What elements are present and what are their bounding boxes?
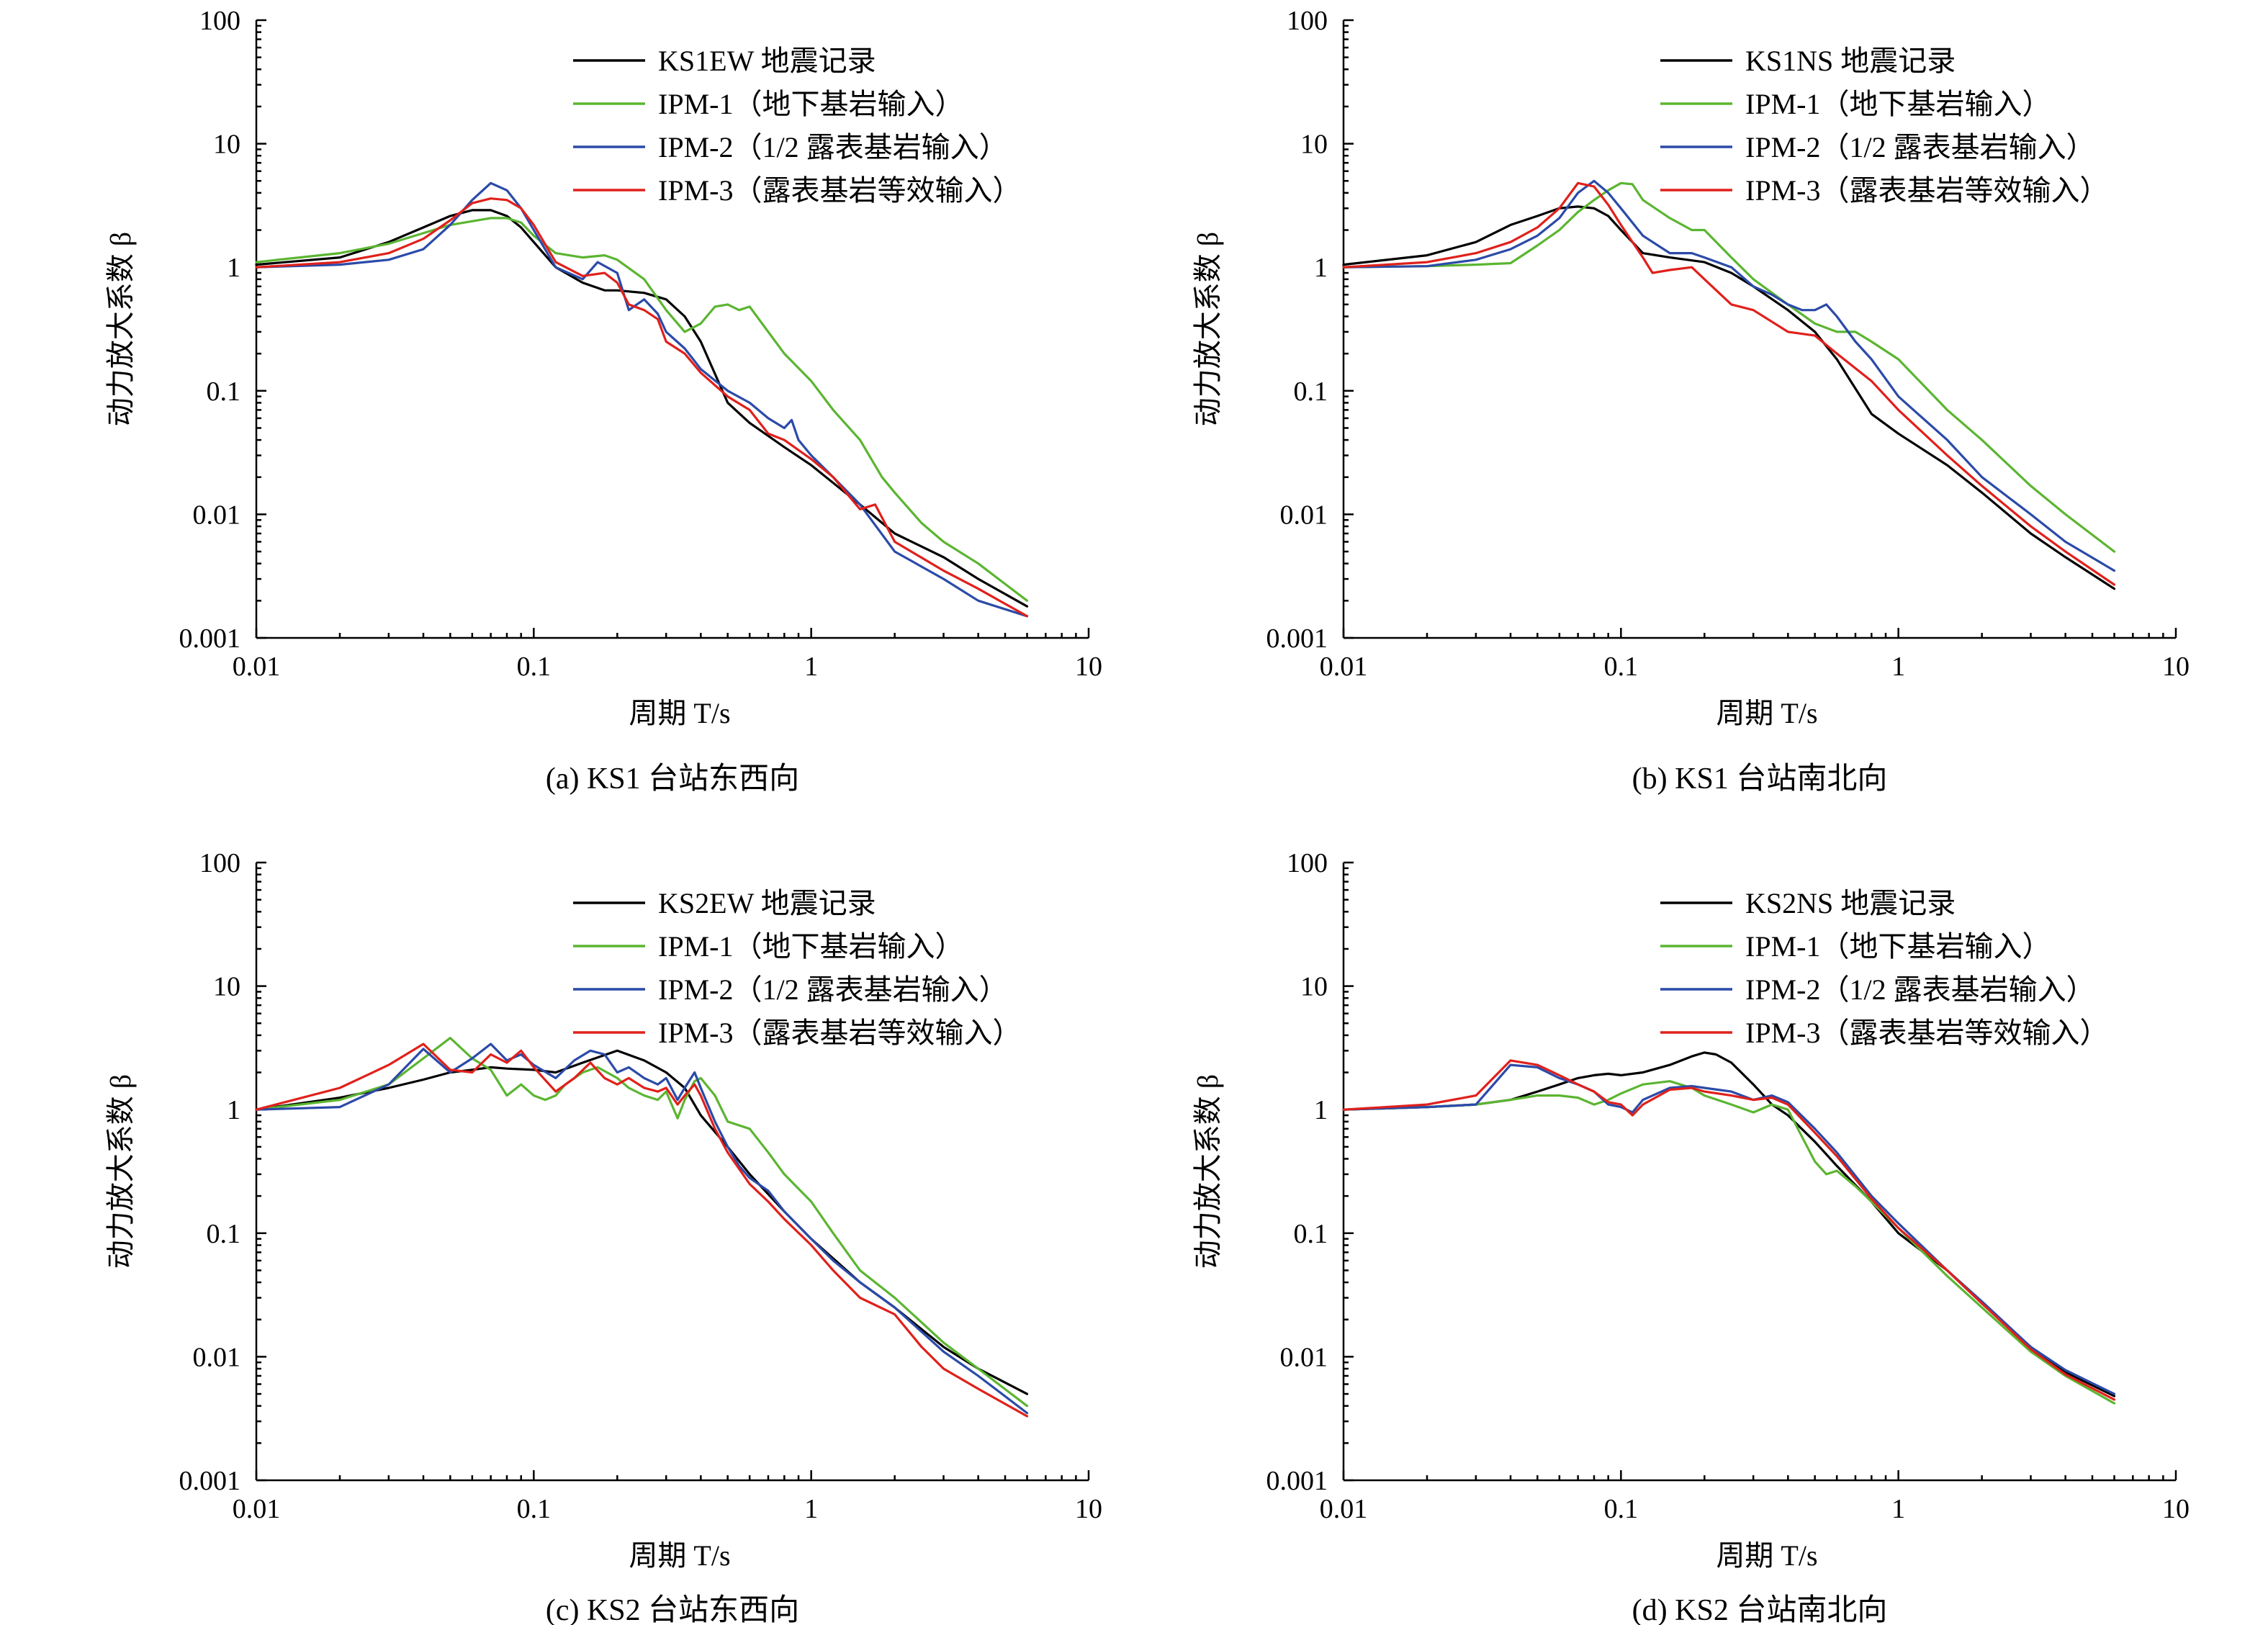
legend-label: KS2NS 地震记录 (1745, 887, 1956, 919)
y-tick-label: 100 (199, 848, 240, 878)
series-line-3 (1342, 181, 2116, 586)
x-tick-label: 0.1 (1604, 1494, 1639, 1524)
series-line-2 (255, 1043, 1029, 1415)
legend-label: IPM-2（1/2 露表基岩输入） (1745, 973, 2095, 1006)
legend-label: KS1NS 地震记录 (1745, 45, 1956, 77)
y-tick-label: 0.01 (1280, 500, 1328, 530)
y-tick-label: 0.001 (179, 1466, 241, 1496)
x-tick-label: 0.01 (1320, 652, 1368, 682)
series-line-0 (255, 1049, 1029, 1395)
panel-caption: (b) KS1 台站南北向 (1632, 762, 1888, 796)
y-tick-label: 10 (1300, 130, 1328, 160)
series-line-0 (255, 209, 1029, 608)
legend: KS1NS 地震记录 IPM-1（地下基岩输入） IPM-2（1/2 露表基岩输入）… (1660, 45, 2108, 207)
legend-label: IPM-3（露表基岩等效输入） (1745, 174, 2108, 207)
y-tick-label: 1 (1314, 253, 1328, 283)
x-axis-title: 周期 T/s (1716, 1539, 1817, 1572)
x-tick-label: 0.01 (233, 1494, 281, 1524)
legend-label: IPM-3（露表基岩等效输入） (658, 1017, 1021, 1049)
legend-label: IPM-2（1/2 露表基岩输入） (658, 973, 1008, 1006)
series-line-1 (1342, 181, 2116, 553)
series-line-1 (255, 217, 1029, 602)
y-tick-label: 100 (199, 6, 240, 36)
legend-label: IPM-1（地下基岩输入） (658, 88, 963, 120)
y-tick-label: 1 (227, 1095, 240, 1125)
series-line-3 (255, 1043, 1029, 1418)
y-tick-label: 1 (1314, 1095, 1328, 1125)
panel-caption: (d) KS2 台站南北向 (1632, 1594, 1888, 1625)
x-axis-title: 周期 T/s (629, 1539, 730, 1572)
x-tick-label: 0.1 (517, 1494, 552, 1524)
y-axis-title: 动力放大系数 β (104, 232, 137, 426)
legend-label: IPM-2（1/2 露表基岩输入） (658, 131, 1008, 163)
series-line-3 (255, 197, 1029, 618)
legend: KS2EW 地震记录 IPM-1（地下基岩输入） IPM-2（1/2 露表基岩输入）… (573, 887, 1021, 1049)
x-tick-label: 10 (1075, 652, 1102, 682)
legend-label: KS2EW 地震记录 (658, 887, 876, 919)
x-tick-label: 0.01 (233, 652, 281, 682)
y-tick-label: 10 (1300, 972, 1328, 1002)
x-tick-label: 10 (2162, 1494, 2190, 1524)
y-tick-label: 0.01 (193, 1342, 241, 1372)
panel-caption: (a) KS1 台站东西向 (546, 762, 799, 796)
y-tick-label: 100 (1287, 6, 1328, 36)
y-tick-label: 100 (1287, 848, 1328, 878)
y-tick-label: 0.01 (193, 500, 241, 530)
y-tick-label: 0.1 (207, 1219, 241, 1249)
panel-caption: (c) KS2 台站东西向 (546, 1593, 799, 1625)
y-tick-label: 1 (227, 253, 240, 283)
legend-label: IPM-1（地下基岩输入） (1745, 930, 2051, 963)
x-tick-label: 1 (1891, 652, 1905, 682)
series-line-3 (1342, 1059, 2116, 1401)
x-tick-label: 10 (2162, 652, 2190, 682)
legend-label: IPM-1（地下基岩输入） (1745, 88, 2051, 120)
x-axis-title: 周期 T/s (1716, 697, 1817, 729)
y-tick-label: 0.1 (1294, 1219, 1328, 1249)
x-tick-label: 1 (1891, 1494, 1905, 1524)
y-tick-label: 0.001 (1266, 624, 1328, 654)
series-line-1 (1342, 1080, 2116, 1405)
series-line-1 (255, 1037, 1029, 1408)
y-tick-label: 0.001 (179, 624, 241, 654)
legend-label: IPM-3（露表基岩等效输入） (1745, 1017, 2108, 1049)
y-axis-title: 动力放大系数 β (1192, 1074, 1224, 1269)
x-tick-label: 1 (804, 652, 818, 682)
series-line-0 (1342, 205, 2116, 590)
x-tick-label: 0.1 (1604, 652, 1639, 682)
y-tick-label: 0.1 (207, 377, 241, 407)
legend-label: IPM-2（1/2 露表基岩输入） (1745, 131, 2095, 163)
legend-label: IPM-3（露表基岩等效输入） (658, 174, 1021, 207)
x-tick-label: 10 (1075, 1494, 1102, 1524)
x-tick-label: 1 (804, 1494, 818, 1524)
y-tick-label: 10 (213, 130, 240, 160)
legend-label: IPM-1（地下基岩输入） (658, 930, 963, 963)
legend: KS1EW 地震记录 IPM-1（地下基岩输入） IPM-2（1/2 露表基岩输入）… (573, 45, 1021, 207)
x-tick-label: 0.01 (1320, 1494, 1368, 1524)
series-line-2 (1342, 179, 2116, 572)
legend-label: KS1EW 地震记录 (658, 45, 876, 77)
y-axis-title: 动力放大系数 β (104, 1074, 137, 1269)
y-tick-label: 0.01 (1280, 1342, 1328, 1372)
y-tick-label: 0.1 (1294, 377, 1328, 407)
x-axis-title: 周期 T/s (629, 697, 730, 729)
y-axis-title: 动力放大系数 β (1192, 232, 1224, 426)
x-tick-label: 0.1 (517, 652, 552, 682)
legend: KS2NS 地震记录 IPM-1（地下基岩输入） IPM-2（1/2 露表基岩输入）… (1660, 887, 2108, 1049)
series-line-2 (1342, 1063, 2116, 1395)
y-tick-label: 0.001 (1266, 1466, 1328, 1496)
y-tick-label: 10 (213, 972, 240, 1002)
